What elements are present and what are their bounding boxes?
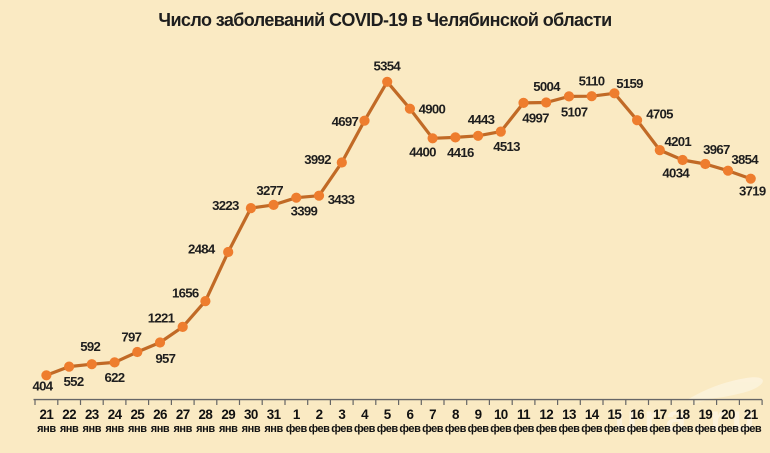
svg-text:фев: фев	[672, 423, 694, 435]
svg-text:3223: 3223	[212, 198, 239, 213]
svg-text:4201: 4201	[665, 134, 692, 149]
svg-text:5004: 5004	[533, 79, 561, 94]
svg-text:4513: 4513	[493, 139, 520, 154]
svg-text:16: 16	[630, 407, 644, 422]
svg-text:12: 12	[539, 407, 553, 422]
svg-text:янв: янв	[60, 423, 79, 435]
svg-text:фев: фев	[536, 423, 558, 435]
svg-text:17: 17	[653, 407, 667, 422]
svg-text:13: 13	[562, 407, 576, 422]
svg-text:3719: 3719	[739, 184, 766, 199]
svg-text:2484: 2484	[188, 242, 216, 257]
svg-text:8: 8	[452, 407, 460, 422]
svg-text:14: 14	[585, 407, 600, 422]
svg-text:3433: 3433	[328, 192, 355, 207]
svg-text:18: 18	[676, 407, 691, 422]
svg-text:3277: 3277	[256, 183, 283, 198]
svg-text:ura.ru: ura.ru	[615, 398, 762, 439]
svg-text:957: 957	[155, 351, 175, 366]
svg-text:фев: фев	[377, 423, 399, 435]
svg-text:фев: фев	[422, 423, 444, 435]
svg-text:31: 31	[267, 407, 282, 422]
svg-text:фев: фев	[399, 423, 421, 435]
svg-text:5354: 5354	[374, 58, 402, 73]
svg-text:5: 5	[384, 407, 392, 422]
svg-text:янв: янв	[264, 423, 283, 435]
svg-text:4900: 4900	[419, 101, 446, 116]
svg-text:янв: янв	[128, 423, 147, 435]
svg-text:5110: 5110	[579, 73, 605, 88]
svg-text:янв: янв	[196, 423, 215, 435]
svg-text:3: 3	[338, 407, 345, 422]
svg-text:4416: 4416	[447, 145, 474, 160]
svg-text:янв: янв	[242, 423, 261, 435]
svg-text:4034: 4034	[662, 166, 690, 181]
svg-text:фев: фев	[695, 423, 717, 435]
svg-text:22: 22	[62, 407, 76, 422]
svg-text:21: 21	[744, 407, 759, 422]
svg-text:5107: 5107	[561, 105, 588, 120]
svg-text:4400: 4400	[409, 144, 436, 159]
svg-text:15: 15	[608, 407, 623, 422]
svg-text:20: 20	[721, 407, 735, 422]
svg-text:9: 9	[475, 407, 482, 422]
svg-text:4: 4	[361, 407, 369, 422]
svg-text:11: 11	[517, 407, 531, 422]
svg-text:фев: фев	[717, 423, 739, 435]
svg-text:1221: 1221	[148, 310, 175, 325]
svg-text:3854: 3854	[731, 152, 759, 167]
svg-text:фев: фев	[490, 423, 512, 435]
svg-text:3399: 3399	[291, 203, 318, 218]
svg-text:19: 19	[698, 407, 712, 422]
svg-text:фев: фев	[627, 423, 649, 435]
svg-text:фев: фев	[740, 423, 762, 435]
svg-text:7: 7	[429, 407, 436, 422]
svg-text:10: 10	[494, 407, 508, 422]
svg-text:фев: фев	[286, 423, 308, 435]
svg-text:27: 27	[176, 407, 190, 422]
svg-text:552: 552	[64, 374, 84, 389]
svg-text:592: 592	[80, 339, 100, 354]
svg-text:6: 6	[406, 407, 413, 422]
svg-text:фев: фев	[513, 423, 535, 435]
svg-text:фев: фев	[445, 423, 467, 435]
svg-text:янв: янв	[105, 423, 124, 435]
svg-text:30: 30	[244, 407, 258, 422]
svg-text:622: 622	[104, 370, 124, 385]
svg-text:фев: фев	[331, 423, 353, 435]
svg-text:янв: янв	[219, 423, 238, 435]
svg-text:фев: фев	[604, 423, 626, 435]
svg-text:4705: 4705	[646, 107, 673, 122]
svg-text:3967: 3967	[703, 142, 730, 157]
svg-text:5159: 5159	[616, 76, 643, 91]
svg-text:янв: янв	[151, 423, 170, 435]
svg-text:3992: 3992	[304, 152, 331, 167]
svg-text:фев: фев	[468, 423, 490, 435]
svg-text:4997: 4997	[522, 111, 549, 126]
svg-text:фев: фев	[649, 423, 671, 435]
svg-text:24: 24	[108, 407, 123, 422]
svg-text:25: 25	[130, 407, 145, 422]
svg-text:4443: 4443	[468, 112, 495, 127]
svg-text:797: 797	[121, 330, 141, 345]
svg-text:фев: фев	[308, 423, 330, 435]
svg-text:2: 2	[316, 407, 323, 422]
svg-text:фев: фев	[354, 423, 376, 435]
svg-text:4697: 4697	[332, 114, 359, 129]
svg-text:фев: фев	[558, 423, 580, 435]
svg-text:1: 1	[293, 407, 301, 422]
svg-text:21: 21	[40, 407, 55, 422]
svg-text:29: 29	[221, 407, 235, 422]
svg-text:28: 28	[199, 407, 214, 422]
svg-text:янв: янв	[83, 423, 102, 435]
svg-text:1656: 1656	[172, 285, 199, 300]
svg-text:янв: янв	[37, 423, 56, 435]
svg-text:фев: фев	[581, 423, 603, 435]
svg-text:26: 26	[153, 407, 167, 422]
svg-text:404: 404	[32, 379, 53, 394]
svg-text:23: 23	[85, 407, 99, 422]
svg-text:янв: янв	[173, 423, 192, 435]
